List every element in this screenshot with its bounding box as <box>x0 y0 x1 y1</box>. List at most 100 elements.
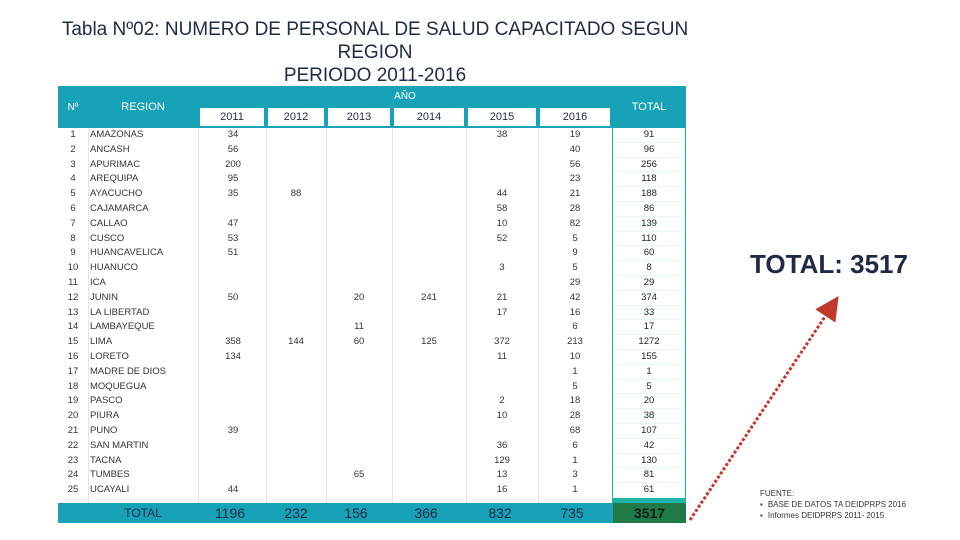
footer-total-2012: 232 <box>284 505 308 521</box>
year-value-cell: 200 <box>225 158 241 170</box>
region-name: AREQUIPA <box>90 173 139 185</box>
table-row: 14 LAMBAYEQUE 11 6 <box>58 320 612 335</box>
row-number: 2 <box>70 143 76 155</box>
region-name: LIMA <box>90 336 113 348</box>
row-total: 1 <box>613 364 685 380</box>
title-line-3: PERIODO 2011-2016 <box>283 65 467 86</box>
row-total: 96 <box>613 142 685 158</box>
year-value-cell: 82 <box>569 217 581 229</box>
region-name: MOQUEGUA <box>90 380 147 392</box>
region-name: LAMBAYEQUE <box>90 321 155 333</box>
table-row: 1 AMAZONAS 34 38 19 <box>58 128 612 143</box>
row-number: 9 <box>70 247 76 259</box>
region-name: ICA <box>90 276 106 288</box>
year-value-cell: 65 <box>353 469 365 481</box>
table-footer: TOTAL 1196 232 156 366 832 735 3517 <box>58 503 686 523</box>
year-value-cell: 5 <box>572 262 578 274</box>
year-value-cell: 9 <box>572 247 578 259</box>
row-number: 6 <box>70 202 76 214</box>
source-heading: FUENTE: <box>760 489 795 498</box>
region-name: AYACUCHO <box>90 188 143 200</box>
table-row: 10 HUANUCO 3 5 <box>58 261 612 276</box>
footer-total-2011: 1196 <box>214 505 246 521</box>
year-value-cell: 44 <box>496 188 508 200</box>
year-value-cell: 1 <box>572 484 578 496</box>
source-item: BASE DE DATOS TA DEIDPRPS 2016 <box>760 499 906 510</box>
year-value-cell: 16 <box>496 484 508 496</box>
row-total: 256 <box>613 157 685 173</box>
row-number: 15 <box>67 336 79 348</box>
year-value-cell: 23 <box>569 173 581 185</box>
table-row: 20 PIURA 10 28 <box>58 409 612 424</box>
row-number: 20 <box>67 410 79 422</box>
region-name: PIURA <box>90 410 120 422</box>
row-total: 107 <box>613 423 685 439</box>
table-row: 3 APURIMAC 200 56 <box>58 158 612 173</box>
row-number: 19 <box>67 395 79 407</box>
region-name: MADRE DE DIOS <box>90 365 167 377</box>
table-row: 11 ICA 29 <box>58 276 612 291</box>
year-value-cell: 28 <box>569 410 581 422</box>
row-total: 91 <box>613 128 685 143</box>
row-total: 42 <box>613 438 685 454</box>
row-number: 8 <box>70 232 76 244</box>
year-value-cell: 17 <box>496 306 508 318</box>
year-value-cell: 213 <box>567 336 583 348</box>
row-number: 7 <box>70 217 76 229</box>
row-number: 23 <box>67 454 79 466</box>
region-name: TACNA <box>90 454 122 466</box>
year-value-cell: 28 <box>569 202 581 214</box>
row-number: 17 <box>67 365 79 377</box>
year-value-cell: 40 <box>569 143 581 155</box>
year-value-cell: 13 <box>496 469 508 481</box>
header-year: 2016 <box>540 108 610 126</box>
table-row: 8 CUSCO 53 52 5 <box>58 232 612 247</box>
region-name: UCAYALI <box>90 484 130 496</box>
row-total: 81 <box>613 468 685 484</box>
row-total: 110 <box>613 231 685 247</box>
table-row: 16 LORETO 134 11 10 <box>58 350 612 365</box>
source-note: FUENTE: BASE DE DATOS TA DEIDPRPS 2016 I… <box>760 488 906 521</box>
year-value-cell: 3 <box>499 262 505 274</box>
row-total: 1272 <box>613 335 685 350</box>
row-total: 374 <box>613 290 685 306</box>
year-value-cell: 1 <box>572 365 578 377</box>
region-name: TUMBES <box>90 469 130 481</box>
year-value-cell: 38 <box>496 129 508 140</box>
row-number: 10 <box>67 262 79 274</box>
header-n: Nº <box>58 86 88 128</box>
footer-total-2013: 156 <box>344 505 368 521</box>
year-value-cell: 34 <box>227 129 239 140</box>
year-value-cell: 19 <box>569 129 581 140</box>
year-value-cell: 44 <box>227 484 239 496</box>
region-name: CAJAMARCA <box>90 202 149 214</box>
row-number: 11 <box>68 276 78 288</box>
year-value-cell: 68 <box>569 424 581 436</box>
footer-label: TOTAL <box>124 506 162 520</box>
table-row: 13 LA LIBERTAD 17 16 <box>58 306 612 321</box>
year-value-cell: 50 <box>227 291 239 303</box>
year-value-cell: 241 <box>421 291 437 303</box>
row-number: 22 <box>67 439 79 451</box>
row-total: 33 <box>613 305 685 321</box>
region-name: JUNIN <box>90 291 118 303</box>
table-row: 21 PUNO 39 68 <box>58 424 612 439</box>
row-total: 130 <box>613 453 685 469</box>
year-value-cell: 36 <box>496 439 508 451</box>
year-value-cell: 1 <box>572 454 578 466</box>
year-value-cell: 11 <box>497 350 507 362</box>
row-total: 29 <box>613 275 685 291</box>
table-row: 15 LIMA 358 144 60 125 372 213 <box>58 335 612 350</box>
total-column: 91 96 256 118 188 86 139 110 60 8 29 374 33 17 1272 155… <box>612 128 686 503</box>
title-line-1: Tabla Nº02: NUMERO DE PERSONAL DE SALUD … <box>61 19 689 40</box>
year-value-cell: 18 <box>569 395 581 407</box>
row-number: 4 <box>70 173 76 185</box>
year-value-cell: 2 <box>499 395 505 407</box>
region-name: PUNO <box>90 424 118 436</box>
row-total: 139 <box>613 216 685 232</box>
header-total: TOTAL <box>612 86 686 128</box>
row-total: 17 <box>613 320 685 336</box>
year-value-cell: 5 <box>572 380 578 392</box>
region-name: ANCASH <box>90 143 130 155</box>
region-name: LORETO <box>90 350 129 362</box>
